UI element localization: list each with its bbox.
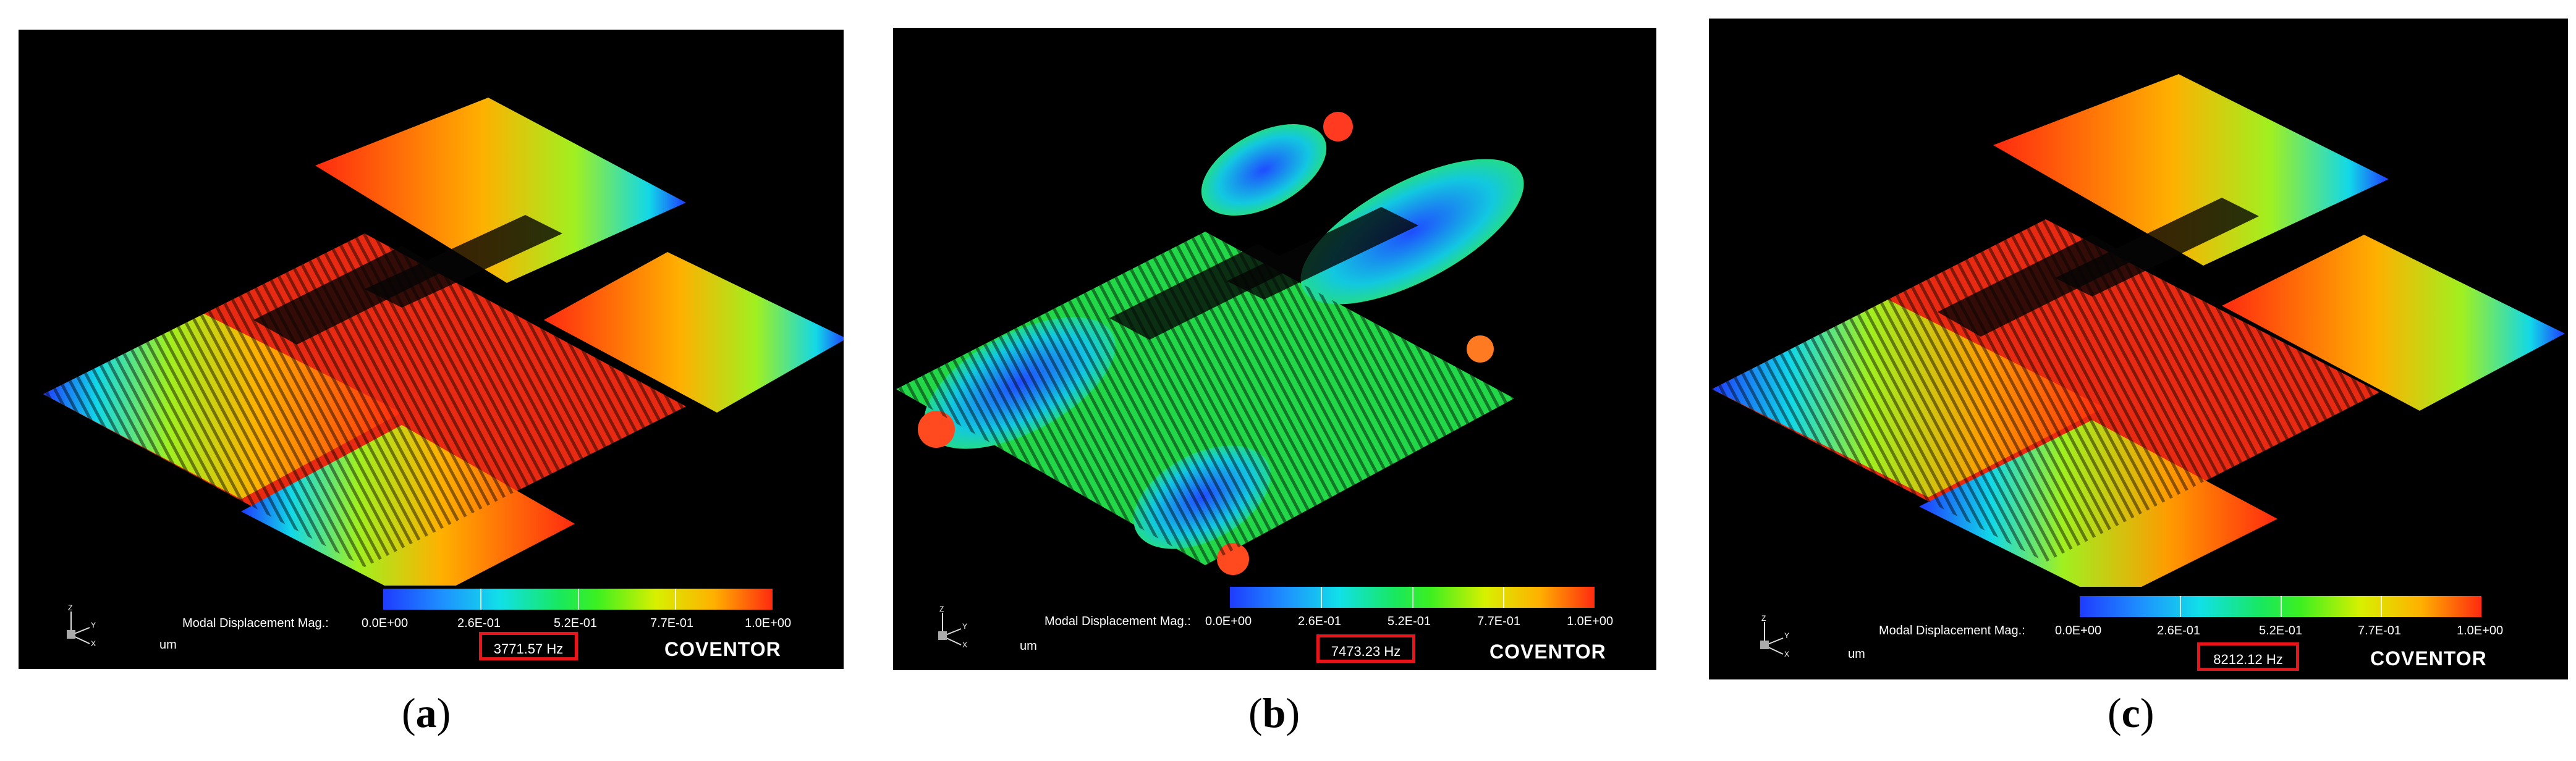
tick-label: 1.0E+00: [1567, 615, 1614, 628]
frequency-highlight: 7473.23 Hz: [1316, 634, 1415, 663]
tick-label: 7.7E-01: [1477, 615, 1521, 628]
axis-y-label: Y: [1784, 631, 1789, 640]
axis-x-label: X: [1784, 650, 1789, 658]
axis-z-label: Z: [1761, 615, 1766, 623]
caption-b: (b): [1248, 689, 1300, 736]
legend-title: Modal Displacement Mag.:: [182, 616, 329, 630]
tick-label: 5.2E-01: [554, 616, 598, 630]
frequency-highlight: 3771.57 Hz: [479, 632, 578, 660]
axis-triad-a: Z Y X: [56, 603, 99, 650]
tick-label: 2.6E-01: [1298, 615, 1342, 628]
unit-label: um: [1848, 647, 1865, 661]
tick-label: 0.0E+00: [1205, 615, 1252, 628]
caption-a: (a): [402, 689, 451, 736]
frequency-highlight: 8212.12 Hz: [2197, 642, 2299, 671]
tick-label: 2.6E-01: [2157, 624, 2201, 637]
tick-label: 7.7E-01: [2358, 624, 2402, 637]
brand-logo-text: COVENTOR: [664, 638, 781, 660]
brand-logo-text: COVENTOR: [2370, 647, 2487, 670]
colorbar-strip: [383, 589, 773, 610]
tick-label: 1.0E+00: [2457, 624, 2504, 637]
caption-c: (c): [2108, 689, 2154, 736]
tick-label: 0.0E+00: [362, 616, 409, 630]
tick-label: 0.0E+00: [2055, 624, 2102, 637]
simulation-panel-c: Z Y X Modal Displacement Mag.: 0.0E+00 2…: [1709, 19, 2568, 679]
axis-z-label: Z: [939, 605, 944, 613]
tick-label: 1.0E+00: [745, 616, 792, 630]
axis-x-label: X: [962, 641, 967, 649]
simulation-panel-b: Z Y X Modal Displacement Mag.: 0.0E+00 2…: [893, 28, 1656, 670]
unit-label: um: [1020, 639, 1037, 653]
tick-label: 5.2E-01: [2259, 624, 2303, 637]
simulation-panel-a: Z Y X Modal Displacement Mag.: 0.0E+00 2…: [19, 30, 844, 669]
mode-shape-render-a: [43, 98, 844, 586]
axis-triad-c: Z Y X: [1749, 614, 1792, 661]
mode-shape-render-c: [1712, 74, 2565, 587]
axis-x-label: X: [91, 639, 96, 647]
brand-logo-text: COVENTOR: [1489, 641, 1606, 663]
legend-title: Modal Displacement Mag.:: [1044, 615, 1191, 628]
axis-y-label: Y: [962, 622, 967, 631]
tick-label: 7.7E-01: [650, 616, 694, 630]
mode-shape-render-b: [896, 112, 1524, 575]
tick-label: 2.6E-01: [457, 616, 501, 630]
axis-z-label: Z: [68, 604, 72, 612]
colorbar-strip: [2080, 596, 2481, 617]
tick-label: 5.2E-01: [1388, 615, 1431, 628]
colorbar-strip: [1230, 587, 1595, 608]
axis-triad-b: Z Y X: [927, 605, 970, 652]
legend-title: Modal Displacement Mag.:: [1879, 624, 2025, 637]
unit-label: um: [159, 638, 177, 652]
axis-y-label: Y: [91, 621, 96, 629]
